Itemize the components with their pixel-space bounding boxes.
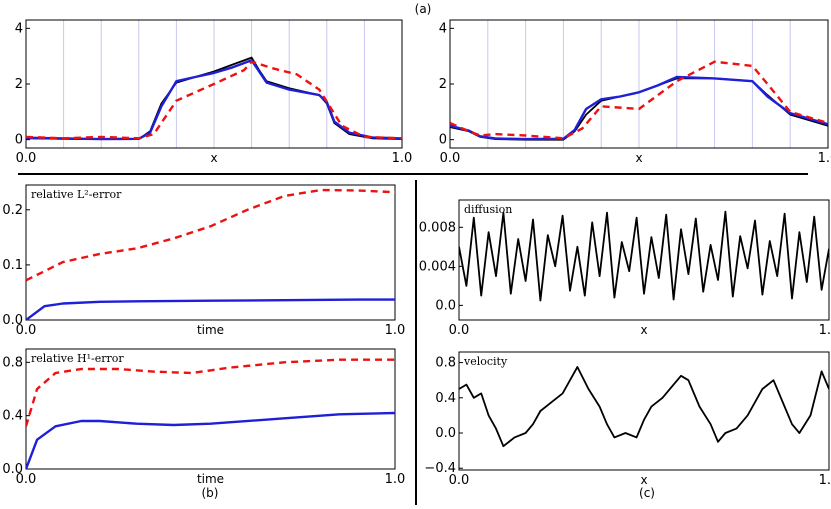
- x-tick-label: 0.0: [16, 472, 37, 487]
- series-line-red: [26, 60, 402, 140]
- panel-label-a: (a): [415, 2, 432, 16]
- x-tick-label: 1.0: [385, 472, 406, 487]
- series-line-blue: [26, 298, 395, 320]
- series-line-blue: [26, 411, 395, 469]
- chart-b1: 0.0 0.1 0.2 0.0 1.0 time relative L²-error: [2, 184, 406, 338]
- y-tick-label: 0.008: [419, 220, 456, 235]
- y-tick-label: 0.0: [2, 462, 23, 477]
- x-tick-label: 0.0: [16, 151, 37, 166]
- x-tick-label: 1.0: [385, 323, 406, 338]
- y-tick-label: 0: [439, 133, 447, 148]
- y-tick-label: 0: [15, 133, 23, 148]
- y-tick-label: 2: [439, 77, 447, 92]
- y-tick-label: 0.0: [2, 313, 23, 328]
- x-axis-label: time: [197, 323, 224, 337]
- series-line-blue: [450, 75, 828, 141]
- x-tick-label: 1.0: [392, 151, 413, 166]
- series-line-exact: [459, 366, 829, 448]
- y-tick-label: 0.8: [435, 356, 456, 371]
- plot-frame: [25, 348, 396, 470]
- x-tick-label: 0.0: [16, 323, 37, 338]
- series-line-red: [26, 188, 395, 282]
- x-tick-label: 1.0: [819, 473, 831, 488]
- x-axis-label: x: [640, 323, 647, 337]
- x-tick-label: 1.0: [819, 323, 831, 338]
- y-tick-label: 0.1: [2, 258, 23, 273]
- panel-label-c: (c): [639, 486, 655, 500]
- chart-a1: 0 2 4 0.0 1.0 x: [15, 19, 413, 166]
- plot-title: diffusion: [464, 203, 512, 216]
- x-axis-label: time: [197, 472, 224, 486]
- plot-title: velocity: [463, 355, 508, 368]
- y-tick-label: 0.4: [435, 391, 456, 406]
- y-tick-label: 0.2: [2, 203, 23, 218]
- panel-label-b: (b): [202, 486, 219, 500]
- x-tick-label: 1.0: [818, 151, 831, 166]
- series-line-red: [450, 60, 828, 140]
- plot-title: relative H¹-error: [31, 352, 124, 365]
- series-line-red: [26, 358, 395, 427]
- y-tick-label: 0.4: [2, 409, 23, 424]
- chart-b2: 0.0 0.4 0.8 0.0 1.0 time relative H¹-error: [2, 348, 406, 487]
- y-tick-label: −0.4: [424, 461, 456, 476]
- chart-a2: 0 2 4 0.0 1.0 x: [439, 19, 831, 166]
- x-tick-label: 0.0: [440, 151, 461, 166]
- chart-c1: 0.0 0.004 0.008 0.0 1.0 x diffusion: [419, 199, 831, 338]
- x-axis-label: x: [635, 151, 642, 165]
- plot-title: relative L²-error: [31, 188, 122, 201]
- chart-c2: −0.40.00.40.80.01.0xvelocity: [424, 351, 831, 488]
- x-tick-label: 0.0: [449, 473, 470, 488]
- series-line-exact: [459, 210, 829, 302]
- plot-frame: [25, 184, 396, 321]
- y-tick-label: 0.004: [419, 259, 456, 274]
- y-tick-label: 0.0: [435, 426, 456, 441]
- y-tick-label: 0.0: [435, 298, 456, 313]
- plot-frame: [458, 199, 830, 321]
- y-tick-label: 0.8: [2, 355, 23, 370]
- plot-frame: [458, 351, 830, 471]
- y-tick-label: 2: [15, 77, 23, 92]
- x-tick-label: 0.0: [449, 323, 470, 338]
- y-tick-label: 4: [15, 21, 23, 36]
- y-tick-label: 4: [439, 21, 447, 36]
- x-axis-label: x: [640, 473, 647, 487]
- x-axis-label: x: [210, 151, 217, 165]
